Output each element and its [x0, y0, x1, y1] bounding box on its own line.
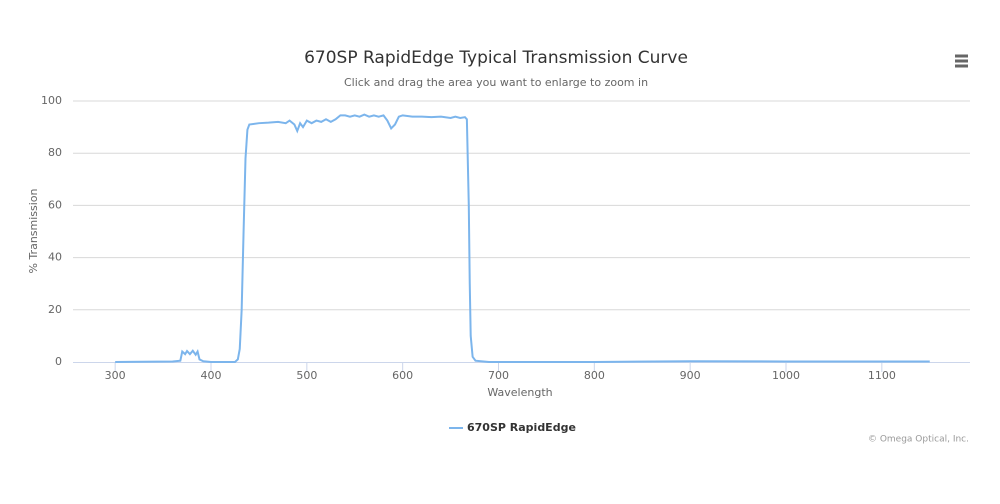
credits: © Omega Optical, Inc. [868, 435, 969, 445]
chart-title: 670SP RapidEdge Typical Transmission Cur… [304, 48, 688, 68]
y-tick-label: 60 [48, 198, 62, 211]
y-tick-label: 80 [48, 146, 62, 159]
x-tick-label: 300 [105, 369, 126, 382]
y-tick-label: 20 [48, 303, 62, 316]
menu-button[interactable] [955, 54, 968, 68]
series-line [115, 113, 930, 363]
y-tick-label: 100 [41, 94, 62, 107]
x-tick-label: 1000 [772, 369, 800, 382]
x-tick-label: 500 [296, 369, 317, 382]
x-axis-label: Wavelength [487, 386, 552, 399]
y-tick-label: 40 [48, 251, 62, 264]
x-tick-label: 400 [201, 369, 222, 382]
x-tick-label: 700 [488, 369, 509, 382]
y-axis-label: % Transmission [27, 188, 40, 273]
legend-label: 670SP RapidEdge [467, 421, 576, 434]
x-tick-label: 1100 [868, 369, 896, 382]
chart-subtitle: Click and drag the area you want to enla… [344, 76, 648, 89]
x-tick-label: 600 [392, 369, 413, 382]
x-tick-label: 900 [680, 369, 701, 382]
x-tick-label: 800 [584, 369, 605, 382]
y-tick-label: 0 [55, 355, 62, 368]
